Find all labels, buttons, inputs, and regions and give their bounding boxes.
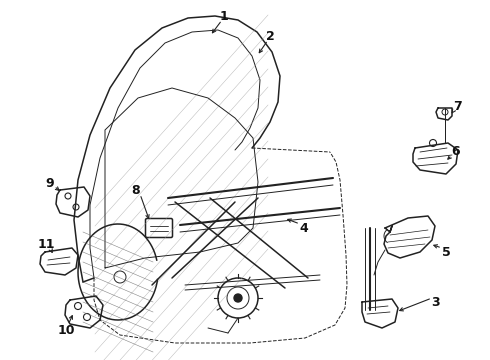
Text: 6: 6 [452, 144, 460, 158]
Text: 8: 8 [132, 184, 140, 197]
Text: 7: 7 [453, 99, 462, 113]
Text: 2: 2 [266, 30, 274, 42]
Text: 11: 11 [37, 238, 55, 251]
FancyBboxPatch shape [146, 219, 172, 238]
Text: 4: 4 [299, 221, 308, 234]
Text: 5: 5 [441, 246, 450, 258]
Text: 10: 10 [57, 324, 75, 337]
Circle shape [234, 294, 242, 302]
Text: 3: 3 [432, 296, 441, 309]
Text: 9: 9 [46, 176, 54, 189]
Text: 1: 1 [220, 9, 228, 23]
